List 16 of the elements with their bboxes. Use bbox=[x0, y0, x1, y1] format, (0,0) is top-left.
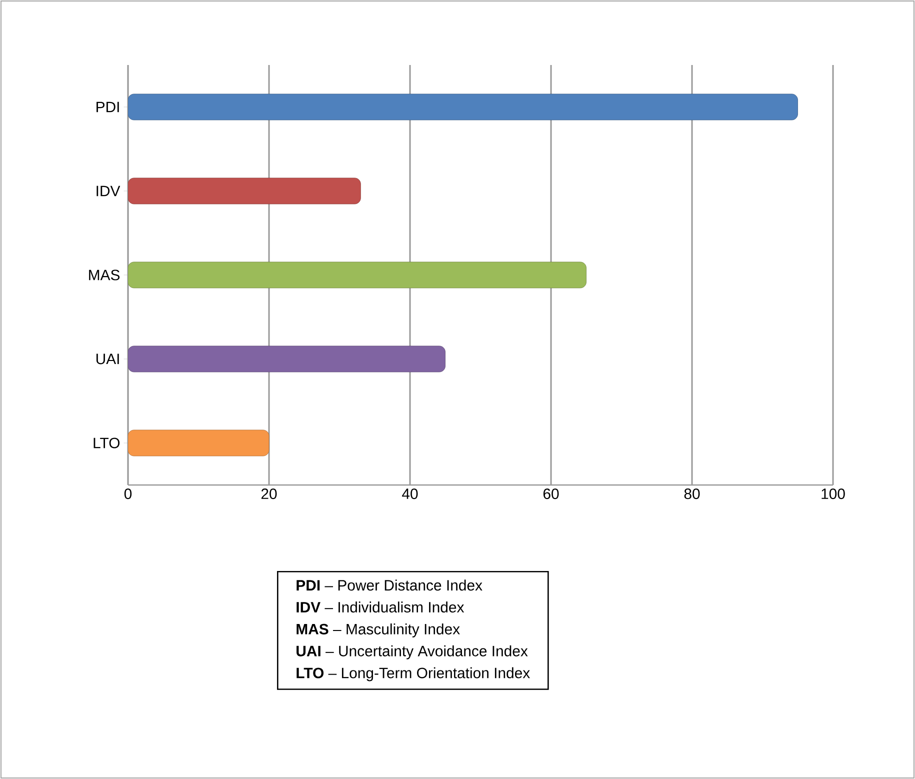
x-tick-label: 0 bbox=[124, 488, 132, 500]
x-tick-label: 60 bbox=[543, 488, 559, 500]
y-tick-label: PDI bbox=[96, 102, 119, 112]
x-tick-label: 80 bbox=[684, 488, 700, 500]
text: IDV – Individualism Index bbox=[296, 602, 464, 613]
x-tick-label: 20 bbox=[261, 488, 277, 500]
text: MAS – Masculinity Index bbox=[296, 623, 460, 638]
y-tick-label: LTO bbox=[94, 438, 120, 448]
text: PDI – Power Distance Index bbox=[296, 580, 482, 591]
y-tick-label: UAI bbox=[96, 354, 119, 364]
x-tick-label: 100 bbox=[822, 488, 845, 500]
y-tick-label: MAS bbox=[89, 270, 120, 280]
y-tick-label: IDV bbox=[96, 186, 120, 196]
text: UAI – Uncertainty Avoidance Index bbox=[296, 645, 528, 660]
text: LTO – Long-Term Orientation Index bbox=[296, 667, 530, 682]
x-tick-label: 40 bbox=[402, 488, 418, 500]
